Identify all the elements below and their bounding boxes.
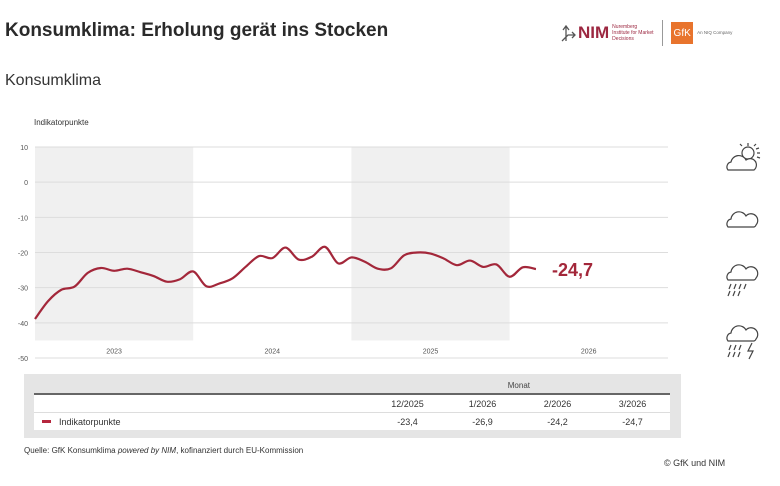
year-band xyxy=(35,147,194,341)
nim-logo: NIM xyxy=(578,23,610,42)
page-title: Konsumklima: Erholung gerät ins Stocken xyxy=(5,20,389,41)
column-header: 12/2025 xyxy=(391,398,424,409)
x-tick-label: 2026 xyxy=(581,348,597,355)
x-tick-label: 2025 xyxy=(423,348,439,355)
logo-divider xyxy=(662,20,664,46)
x-tick-label: 2024 xyxy=(265,348,281,355)
rain-cloud-icon xyxy=(726,264,759,297)
gfk-logo-sub: An NIQ Company xyxy=(697,30,733,35)
column-header: 1/2026 xyxy=(468,398,497,409)
cloud-icon xyxy=(726,211,759,228)
source-prefix: Quelle: GfK Konsumklima xyxy=(24,446,118,455)
column-header: 2/2026 xyxy=(543,398,572,409)
gfk-logo: GfK xyxy=(671,22,694,44)
row-label: Indikatorpunkte xyxy=(59,416,121,427)
y-tick-label: -30 xyxy=(18,286,28,293)
line-chart: 10 0 -10 -20 -30 -40 -50 2023 2024 2025 2026 -24,7 xyxy=(18,145,668,363)
sun-cloud-icon xyxy=(726,143,761,171)
y-tick-label: 0 xyxy=(24,180,28,187)
table-cell: -24,7 xyxy=(622,416,643,427)
table-cell: -26,9 xyxy=(472,416,493,427)
nim-logo-arrow-icon xyxy=(561,24,576,42)
x-tick-label: 2023 xyxy=(106,348,122,355)
table-header-row: 12/2025 1/2026 2/2026 3/2026 xyxy=(34,393,670,413)
y-tick-label: -10 xyxy=(18,215,28,222)
legend-swatch xyxy=(42,420,51,423)
logos: NIM Nuremberg Institute for Market Decis… xyxy=(560,20,732,46)
table-cell: -24,2 xyxy=(547,416,568,427)
source-note: Quelle: GfK Konsumklima powered by NIM, … xyxy=(24,446,303,455)
table-cell: -23,4 xyxy=(397,416,418,427)
y-axis-label: Indikatorpunkte xyxy=(34,118,89,127)
source-italic: powered by NIM xyxy=(117,446,177,455)
chart-title: Konsumklima xyxy=(5,72,102,89)
weather-icons xyxy=(722,142,762,386)
table-group-header: Monat xyxy=(507,381,530,390)
thunderstorm-icon xyxy=(726,325,759,360)
y-tick-label: -50 xyxy=(18,356,28,363)
column-header: 3/2026 xyxy=(618,398,647,409)
y-tick-label: 10 xyxy=(20,145,28,152)
nim-logo-sub: Nuremberg Institute for Market Decisions xyxy=(612,24,654,42)
source-suffix: , kofinanziert durch EU-Kommission xyxy=(176,446,304,455)
last-value-label: -24,7 xyxy=(552,260,593,280)
data-table: Monat 12/2025 1/2026 2/2026 3/2026 Indik… xyxy=(24,374,681,438)
y-tick-label: -40 xyxy=(18,321,28,328)
copyright: © GfK und NIM xyxy=(664,458,726,468)
table-row: Indikatorpunkte -23,4 -26,9 -24,2 -24,7 xyxy=(34,413,670,430)
y-tick-label: -20 xyxy=(18,251,28,258)
year-band xyxy=(351,147,510,341)
